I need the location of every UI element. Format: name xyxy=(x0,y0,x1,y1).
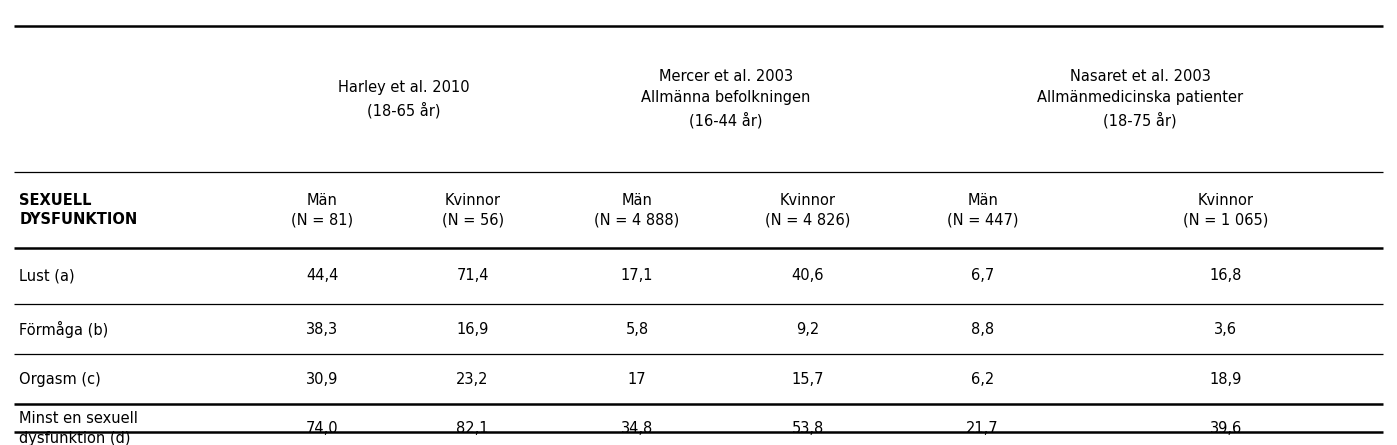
Text: 6,2: 6,2 xyxy=(971,372,995,387)
Text: Kvinnor
(N = 1 065): Kvinnor (N = 1 065) xyxy=(1183,193,1268,227)
Text: SEXUELL
DYSFUNKTION: SEXUELL DYSFUNKTION xyxy=(20,193,138,227)
Text: 16,8: 16,8 xyxy=(1210,268,1242,283)
Text: 8,8: 8,8 xyxy=(971,322,995,337)
Text: Män
(N = 81): Män (N = 81) xyxy=(291,193,353,227)
Text: Minst en sexuell
dysfunktion (d): Minst en sexuell dysfunktion (d) xyxy=(20,411,138,445)
Text: 40,6: 40,6 xyxy=(792,268,824,283)
Text: 82,1: 82,1 xyxy=(457,421,489,436)
Text: Män
(N = 4 888): Män (N = 4 888) xyxy=(594,193,679,227)
Text: 5,8: 5,8 xyxy=(626,322,648,337)
Text: Kvinnor
(N = 4 826): Kvinnor (N = 4 826) xyxy=(766,193,851,227)
Text: Män
(N = 447): Män (N = 447) xyxy=(947,193,1018,227)
Text: 18,9: 18,9 xyxy=(1210,372,1242,387)
Text: 23,2: 23,2 xyxy=(457,372,489,387)
Text: 17,1: 17,1 xyxy=(620,268,654,283)
Text: 53,8: 53,8 xyxy=(792,421,824,436)
Text: 17: 17 xyxy=(627,372,647,387)
Text: 39,6: 39,6 xyxy=(1210,421,1242,436)
Text: 21,7: 21,7 xyxy=(967,421,999,436)
Text: 44,4: 44,4 xyxy=(306,268,338,283)
Text: 15,7: 15,7 xyxy=(792,372,824,387)
Text: 71,4: 71,4 xyxy=(457,268,489,283)
Text: Harley et al. 2010
(18-65 år): Harley et al. 2010 (18-65 år) xyxy=(338,80,469,118)
Text: Lust (a): Lust (a) xyxy=(20,268,75,283)
Text: 38,3: 38,3 xyxy=(306,322,338,337)
Text: 16,9: 16,9 xyxy=(457,322,489,337)
Text: 3,6: 3,6 xyxy=(1214,322,1238,337)
Text: 30,9: 30,9 xyxy=(306,372,338,387)
Text: 6,7: 6,7 xyxy=(971,268,995,283)
Text: Förmåga (b): Förmåga (b) xyxy=(20,321,109,338)
Text: 74,0: 74,0 xyxy=(306,421,338,436)
Text: 34,8: 34,8 xyxy=(620,421,652,436)
Text: Kvinnor
(N = 56): Kvinnor (N = 56) xyxy=(441,193,504,227)
Text: Orgasm (c): Orgasm (c) xyxy=(20,372,101,387)
Text: Mercer et al. 2003
Allmänna befolkningen
(16-44 år): Mercer et al. 2003 Allmänna befolkningen… xyxy=(641,69,810,129)
Text: Nasaret et al. 2003
Allmänmedicinska patienter
(18-75 år): Nasaret et al. 2003 Allmänmedicinska pat… xyxy=(1037,69,1243,129)
Text: 9,2: 9,2 xyxy=(796,322,820,337)
